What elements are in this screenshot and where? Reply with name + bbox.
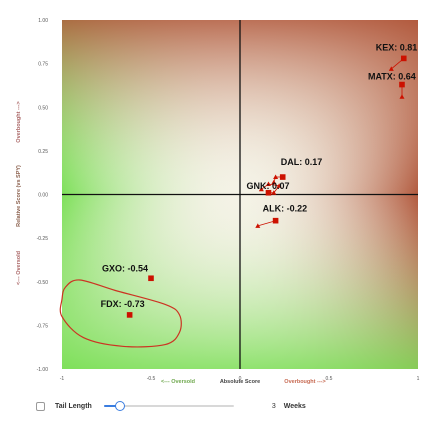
y-tick-label: -0.25 bbox=[37, 236, 49, 242]
x-tick-label: 0 bbox=[239, 376, 242, 382]
trail-marker bbox=[255, 223, 261, 228]
series-trail bbox=[257, 220, 276, 227]
point-label: FDX: -0.73 bbox=[101, 299, 145, 309]
data-point[interactable] bbox=[272, 217, 279, 224]
series-point-group: GNK: 0.07 bbox=[246, 181, 289, 196]
point-label: ALK: -0.22 bbox=[263, 204, 308, 214]
trail-marker bbox=[271, 190, 277, 195]
series-point-group: FDX: -0.73 bbox=[101, 299, 145, 318]
y-tick-label: 0.50 bbox=[38, 105, 48, 111]
tail-value: 3 bbox=[271, 402, 276, 410]
annotation-region bbox=[59, 279, 182, 348]
point-label: GXO: -0.54 bbox=[102, 263, 148, 273]
trail-marker bbox=[265, 181, 271, 187]
x-tick-label: -1 bbox=[60, 376, 65, 382]
x-label-left: <--- Oversold bbox=[161, 379, 195, 385]
rrg-chart: 1.000.750.500.250.00-0.25-0.50-0.75-1.00… bbox=[16, 18, 420, 385]
data-point[interactable] bbox=[279, 174, 286, 180]
y-label-bottom: <--- Oversold bbox=[16, 251, 22, 285]
tail-unit: Weeks bbox=[283, 402, 306, 410]
trail-marker bbox=[271, 179, 277, 185]
slider-thumb[interactable] bbox=[115, 401, 126, 411]
y-axis-ticks: 1.00 0.75 0.50 0.25 0.00 -0.25 -0.50 -0.75 -1.00 bbox=[37, 18, 49, 373]
y-tick-label: -1.00 bbox=[37, 367, 49, 373]
x-axis-ticks: -1 -0.5 0 0.5 1 bbox=[60, 376, 420, 382]
trail-marker bbox=[388, 66, 394, 71]
y-tick-label: 1.00 bbox=[38, 18, 48, 24]
tail-length-controls: Tail Length 3 Weeks bbox=[36, 398, 306, 414]
slider-track bbox=[103, 405, 234, 407]
y-tick-label: -0.75 bbox=[37, 323, 49, 329]
point-label: DAL: 0.17 bbox=[281, 157, 323, 167]
data-point[interactable] bbox=[265, 189, 272, 196]
y-label-center: Relative Score (vs SPY) bbox=[16, 165, 22, 227]
data-point[interactable] bbox=[400, 55, 407, 62]
trail-marker bbox=[258, 186, 264, 192]
series-point-group: ALK: -0.22 bbox=[255, 204, 307, 228]
series-point-group: KEX: 0.81 bbox=[376, 42, 418, 71]
y-tick-label: 0.75 bbox=[38, 62, 48, 68]
x-label-center: Absolute Score bbox=[220, 379, 260, 385]
series-point-group: MATX: 0.64 bbox=[368, 72, 416, 99]
x-tick-label: 1 bbox=[417, 376, 420, 382]
series-layer: KEX: 0.81 MATX: 0.64 DAL: 0.17 GNK: 0.07 ALK… bbox=[101, 42, 418, 318]
tail-length-slider[interactable] bbox=[103, 399, 234, 413]
slider-fill bbox=[103, 405, 120, 407]
tail-length-checkbox[interactable] bbox=[36, 401, 45, 411]
trail-marker bbox=[276, 183, 282, 188]
trail-marker bbox=[399, 94, 405, 99]
y-tick-label: -0.50 bbox=[37, 280, 49, 286]
x-axis-titles: <--- Oversold Absolute Score Overbought … bbox=[161, 379, 326, 385]
trail-marker bbox=[273, 174, 279, 180]
point-label: MATX: 0.64 bbox=[368, 72, 416, 82]
y-tick-label: 0.00 bbox=[38, 193, 48, 199]
x-tick-label: -0.5 bbox=[147, 376, 156, 382]
point-label: KEX: 0.81 bbox=[376, 42, 418, 52]
x-tick-label: 0.5 bbox=[326, 376, 333, 382]
y-tick-label: 0.25 bbox=[38, 149, 48, 155]
y-axis-titles: <--- Oversold Relative Score (vs SPY) Ov… bbox=[16, 101, 22, 285]
series-point-group: DAL: 0.17 bbox=[271, 157, 323, 185]
data-point[interactable] bbox=[399, 81, 405, 88]
x-label-right: Overbought ---> bbox=[284, 379, 325, 385]
data-point[interactable] bbox=[148, 275, 154, 282]
y-label-top: Overbought ---> bbox=[16, 101, 22, 142]
point-label: GNK: 0.07 bbox=[246, 181, 289, 191]
tail-length-label: Tail Length bbox=[55, 402, 92, 410]
series-point-group: GXO: -0.54 bbox=[102, 263, 154, 282]
data-point[interactable] bbox=[126, 312, 133, 318]
